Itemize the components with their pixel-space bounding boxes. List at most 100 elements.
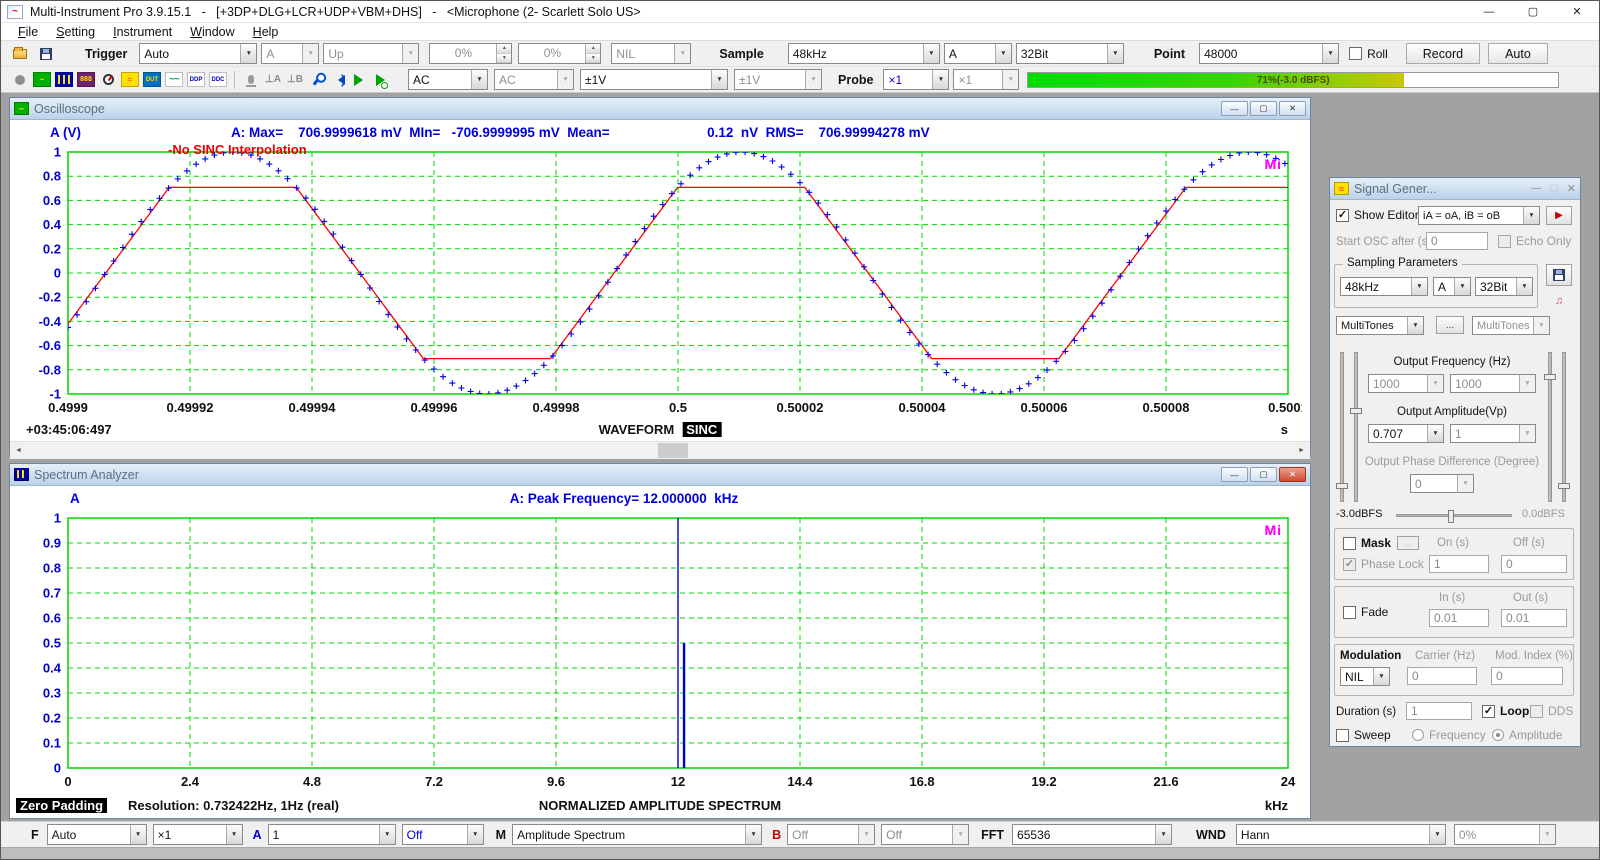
measurement-mode-combo[interactable]: Amplitude Spectrum ▼ (512, 824, 763, 845)
routing-combo[interactable]: iA = oA, iB = oB ▼ (1418, 206, 1540, 225)
chevron-down-icon[interactable]: ▼ (1106, 44, 1123, 63)
mask-checkbox[interactable]: Mask (1343, 536, 1391, 550)
slider-handle[interactable] (1336, 483, 1348, 490)
modulation-type-combo[interactable]: NIL ▼ (1340, 667, 1390, 686)
spin-down-icon[interactable]: ▼ (497, 53, 512, 63)
spectrum-analyzer-icon[interactable] (53, 70, 75, 90)
generator-title-bar[interactable]: ≈ Signal Gener... — ▢ ✕ (1330, 178, 1580, 200)
chevron-down-icon[interactable]: ▼ (994, 44, 1011, 63)
chevron-down-icon[interactable]: ▼ (240, 44, 257, 63)
minimize-button[interactable]: — (1483, 5, 1495, 18)
trigger-level-spinner[interactable]: 0% ▲ ▼ (429, 43, 513, 64)
minimize-button[interactable]: — (1221, 467, 1248, 482)
chevron-down-icon[interactable]: ▼ (1155, 825, 1172, 844)
chevron-down-icon[interactable]: ▼ (225, 825, 242, 844)
chevron-down-icon[interactable]: ▼ (1411, 278, 1427, 295)
spin-up-icon[interactable]: ▲ (586, 44, 601, 54)
window-function-combo[interactable]: Hann ▼ (1235, 824, 1446, 845)
ground-a-icon[interactable]: ⊥A (265, 74, 281, 85)
amplitude-a-combo[interactable]: 0.707 ▼ (1368, 424, 1444, 443)
frequency-slider-b[interactable] (1350, 352, 1362, 502)
run-generator-icon[interactable] (372, 70, 394, 90)
minimize-button[interactable]: — (1221, 101, 1248, 116)
chevron-down-icon[interactable]: ▼ (1322, 44, 1339, 63)
freq-mult-combo[interactable]: ×1 ▼ (152, 824, 243, 845)
signal-generator-icon[interactable]: ≈ (119, 70, 141, 90)
musical-notes-icon[interactable]: ♫ (1554, 295, 1564, 307)
record-length-combo[interactable]: 48000 ▼ (1199, 43, 1340, 64)
sound-output-icon[interactable] (328, 70, 350, 90)
slider-handle[interactable] (1544, 373, 1556, 380)
restore-button[interactable]: ▢ (1549, 183, 1559, 194)
open-file-icon[interactable] (9, 44, 31, 64)
chevron-down-icon[interactable]: ▼ (1516, 278, 1532, 295)
amplitude-slider-a[interactable] (1544, 352, 1556, 502)
trigger-delay-spinner[interactable]: 0% ▲ ▼ (518, 43, 602, 64)
slider-handle[interactable] (1448, 510, 1455, 523)
sweep-checkbox[interactable]: Sweep (1336, 728, 1391, 742)
chevron-down-icon[interactable]: ▼ (922, 44, 939, 63)
chevron-down-icon[interactable]: ▼ (1454, 278, 1470, 295)
close-button[interactable]: ✕ (1279, 467, 1306, 482)
sample-bits-combo[interactable]: 32Bit ▼ (1015, 43, 1124, 64)
coupling-a-combo[interactable]: AC ▼ (408, 69, 488, 90)
menu-help[interactable]: Help (252, 24, 279, 39)
restore-button[interactable]: ▢ (1250, 101, 1277, 116)
ddc-viewer-icon[interactable]: DDC (207, 70, 229, 90)
menu-window[interactable]: Window (190, 24, 235, 39)
gen-bits-combo[interactable]: 32Bit ▼ (1475, 277, 1533, 296)
chevron-down-icon[interactable]: ▼ (745, 825, 762, 844)
a-extra-combo[interactable]: Off ▼ (401, 824, 484, 845)
restore-button[interactable]: ▢ (1250, 467, 1277, 482)
spin-down-icon[interactable]: ▼ (586, 53, 601, 63)
chevron-down-icon[interactable]: ▼ (1427, 425, 1443, 442)
start-osc-input[interactable]: 0 (1426, 232, 1488, 250)
range-a-combo[interactable]: ±1V ▼ (580, 69, 728, 90)
spectrum-title-bar[interactable]: Spectrum Analyzer — ▢ ✕ (10, 464, 1310, 486)
chevron-down-icon[interactable]: ▼ (471, 70, 487, 89)
ddp-viewer-icon[interactable]: DDP (185, 70, 207, 90)
chevron-down-icon[interactable]: ▼ (1373, 668, 1389, 685)
auto-button[interactable]: Auto (1488, 43, 1548, 64)
chevron-down-icon[interactable]: ▼ (711, 70, 727, 89)
waveform-a-combo[interactable]: MultiTones ▼ (1336, 316, 1424, 335)
multimeter-icon[interactable]: 888 (75, 70, 97, 90)
zero-padding-badge[interactable]: Zero Padding (16, 798, 108, 813)
loop-checkbox[interactable]: ✓ Loop (1482, 704, 1530, 718)
device-test-plan-icon[interactable]: DUT (141, 70, 163, 90)
menu-file[interactable]: File (18, 24, 39, 39)
sample-channels-combo[interactable]: A ▼ (943, 43, 1012, 64)
amplitude-slider-b[interactable] (1558, 352, 1570, 502)
menu-setting[interactable]: Setting (56, 24, 96, 39)
a-scale-combo[interactable]: 1 ▼ (267, 824, 396, 845)
generator-run-button[interactable]: ▶ (1546, 206, 1572, 225)
slider-handle[interactable] (1558, 483, 1570, 490)
close-button[interactable]: ✕ (1566, 183, 1576, 195)
fft-size-combo[interactable]: 65536 ▼ (1012, 824, 1173, 845)
minimize-button[interactable]: — (1531, 183, 1542, 194)
multitones-editor-button[interactable]: ... (1436, 316, 1464, 334)
sample-rate-combo[interactable]: 48kHz ▼ (787, 43, 940, 64)
scrollbar-thumb[interactable] (658, 443, 688, 458)
spectrum-3d-icon[interactable] (97, 70, 119, 90)
freq-scale-combo[interactable]: Auto ▼ (46, 824, 147, 845)
record-button[interactable]: Record (1405, 43, 1481, 64)
dbfs-slider[interactable] (1396, 510, 1512, 523)
show-editor-checkbox[interactable]: ✓ Show Editor (1336, 208, 1419, 222)
ground-b-icon[interactable]: ⊥B (287, 74, 303, 85)
sinc-badge[interactable]: SINC (682, 422, 722, 437)
chevron-down-icon[interactable]: ▼ (378, 825, 395, 844)
close-button[interactable]: ✕ (1279, 101, 1306, 116)
save-icon[interactable] (35, 44, 57, 64)
spin-up-icon[interactable]: ▲ (497, 44, 512, 54)
run-icon[interactable] (350, 70, 372, 90)
maximize-button[interactable]: ▢ (1527, 6, 1539, 18)
chevron-down-icon[interactable]: ▼ (1407, 317, 1423, 334)
record-indicator-icon[interactable] (9, 70, 31, 90)
scroll-right-icon[interactable]: ► (1298, 447, 1305, 454)
menu-instrument[interactable]: Instrument (113, 24, 173, 39)
close-button[interactable]: ✕ (1572, 6, 1582, 18)
microphone-icon[interactable] (240, 70, 262, 90)
save-waveform-button[interactable] (1546, 264, 1572, 286)
roll-checkbox[interactable]: Roll (1349, 47, 1388, 61)
